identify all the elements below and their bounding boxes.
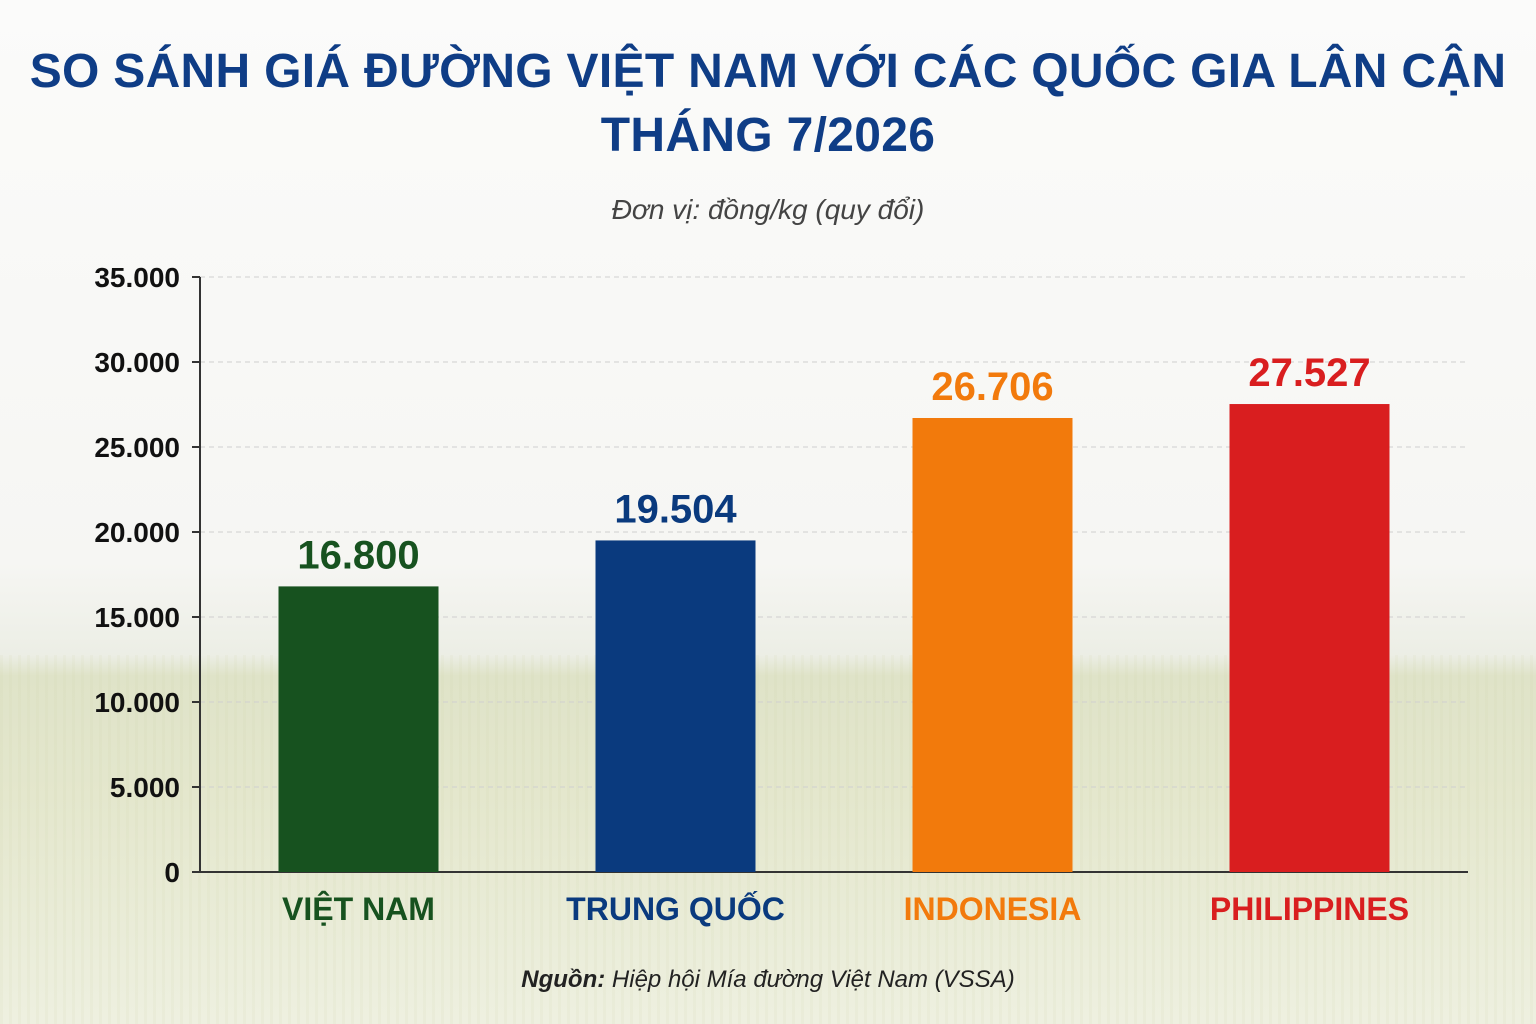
bar-value-label: 27.527 [1248,351,1370,395]
y-tick-label: 10.000 [94,687,180,718]
y-tick-label: 25.000 [94,432,180,463]
y-tick-label: 15.000 [94,602,180,633]
chart-title-line-1: SO SÁNH GIÁ ĐƯỜNG VIỆT NAM VỚI CÁC QUỐC … [29,45,1507,98]
bar-3 [912,417,1073,872]
chart-title-line-2: THÁNG 7/2026 [600,109,936,162]
source-text: Hiệp hội Mía đường Việt Nam (VSSA) [605,966,1015,993]
y-tick-label: 35.000 [94,262,180,293]
bar-value-label: 16.800 [297,533,419,577]
bar-value-label: 19.504 [614,487,737,531]
source-label: Nguồn: [521,966,606,993]
x-category-label: VIỆT NAM [282,891,435,927]
bar-1 [278,586,439,872]
y-tick-label: 20.000 [94,517,180,548]
y-tick-label: 30.000 [94,347,180,378]
y-tick-label: 0 [164,857,180,888]
source-note: Nguồn: Hiệp hội Mía đường Việt Nam (VSSA… [0,966,1536,994]
x-category-label: INDONESIA [904,891,1082,927]
y-tick-label: 5.000 [110,772,180,803]
chart-subtitle: Đơn vị: đồng/kg (quy đổi) [611,194,925,225]
bar-2 [595,540,756,872]
x-category-label: TRUNG QUỐC [566,891,785,927]
x-category-label: PHILIPPINES [1210,891,1409,927]
chart-title: SO SÁNH GIÁ ĐƯỜNG VIỆT NAM VỚI CÁC QUỐC … [0,40,1536,168]
bar-4 [1229,404,1390,872]
bar-value-label: 26.706 [931,365,1053,409]
